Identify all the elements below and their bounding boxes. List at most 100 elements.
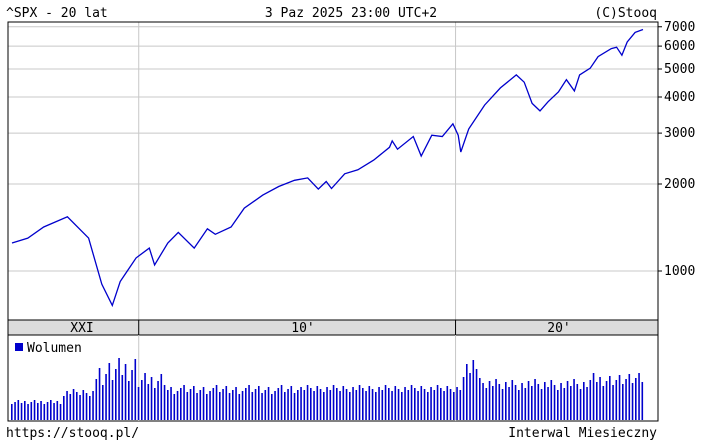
volume-bar xyxy=(482,383,484,420)
volume-bar xyxy=(20,403,23,420)
volume-bar xyxy=(14,402,16,420)
volume-bar xyxy=(576,384,579,420)
volume-bar xyxy=(193,386,195,420)
volume-bar xyxy=(128,381,130,420)
volume-bar xyxy=(605,381,608,420)
chart-title: ^SPX - 20 lat xyxy=(6,6,108,21)
price-tick-label: 3000 xyxy=(664,126,695,141)
volume-bar xyxy=(241,391,244,420)
volume-bar xyxy=(397,389,400,420)
volume-bar xyxy=(433,390,436,420)
volume-bar xyxy=(89,396,91,420)
volume-bar xyxy=(85,393,88,420)
volume-bar xyxy=(492,386,494,420)
price-tick-label: 5000 xyxy=(664,62,695,77)
volume-bar xyxy=(544,382,546,420)
volume-bar xyxy=(381,390,384,420)
volume-bar xyxy=(290,386,293,420)
volume-bar xyxy=(462,377,465,420)
volume-bar xyxy=(189,389,192,420)
volume-bar xyxy=(280,385,283,420)
decade-band-label: 20' xyxy=(547,321,570,336)
volume-bar xyxy=(228,393,231,420)
volume-bar xyxy=(563,388,566,420)
volume-bar xyxy=(622,384,624,420)
volume-bar xyxy=(540,389,543,420)
volume-bar xyxy=(180,388,182,420)
volume-bar xyxy=(609,376,611,420)
volume-bar xyxy=(518,390,520,420)
volume-bar xyxy=(144,373,146,420)
volume-bar xyxy=(30,402,33,420)
volume-bar xyxy=(384,385,387,420)
volume-bar xyxy=(475,369,478,420)
volume-bar xyxy=(306,385,309,420)
volume-bar xyxy=(625,379,627,420)
volume-bar xyxy=(131,370,133,420)
volume-bar xyxy=(573,379,575,420)
decade-band-label: XXI xyxy=(70,321,93,336)
volume-bar xyxy=(466,364,468,420)
volume-bar xyxy=(232,390,234,420)
volume-bar xyxy=(141,380,143,420)
volume-bar xyxy=(79,395,81,420)
volume-bar xyxy=(329,390,332,420)
volume-bar xyxy=(154,388,156,420)
volume-bar xyxy=(472,360,475,420)
volume-bar xyxy=(508,387,510,420)
volume-bar xyxy=(212,388,215,420)
volume-bar xyxy=(495,379,497,420)
chart-timestamp: 3 Paz 2025 23:00 UTC+2 xyxy=(265,6,437,21)
volume-bar xyxy=(394,386,397,420)
volume-bar xyxy=(375,392,377,420)
volume-bar xyxy=(501,389,504,420)
volume-bar xyxy=(206,394,208,420)
volume-bar xyxy=(160,374,163,420)
volume-bar xyxy=(245,388,247,420)
volume-bar xyxy=(469,373,471,420)
footer-interval: Interwal Miesieczny xyxy=(508,426,657,441)
volume-bar xyxy=(479,378,481,420)
volume-bar xyxy=(427,392,429,420)
volume-bar xyxy=(534,379,536,420)
volume-bar xyxy=(56,401,59,420)
volume-bar xyxy=(72,389,75,420)
volume-bar xyxy=(261,393,263,420)
volume-bar xyxy=(514,385,517,420)
volume-bar xyxy=(17,400,20,420)
volume-bar xyxy=(102,385,104,420)
volume-bar xyxy=(436,385,439,420)
volume-bar xyxy=(371,389,374,420)
volume-bar xyxy=(303,390,306,420)
volume-legend-label: Wolumen xyxy=(27,341,82,356)
volume-bar xyxy=(566,381,569,420)
volume-bar xyxy=(332,385,335,420)
volume-bar xyxy=(553,385,556,420)
volume-bar xyxy=(417,391,419,420)
volume-bar xyxy=(202,387,205,420)
volume-bar xyxy=(443,391,445,420)
volume-bar xyxy=(362,388,364,420)
volume-bar xyxy=(550,380,553,420)
volume-bar xyxy=(264,390,267,420)
volume-bar xyxy=(118,358,120,420)
volume-bar xyxy=(456,387,458,420)
volume-bar xyxy=(488,381,491,420)
volume-bar xyxy=(163,385,166,420)
volume-bar xyxy=(50,400,52,420)
volume-bar xyxy=(215,385,218,420)
volume-bar xyxy=(76,392,78,420)
volume-bar xyxy=(53,403,55,420)
volume-bar xyxy=(267,387,270,420)
volume-bar xyxy=(46,402,49,420)
volume-bar xyxy=(537,384,540,420)
volume-bar xyxy=(498,384,501,420)
volume-bar xyxy=(407,390,410,420)
volume-bar xyxy=(524,388,527,420)
footer-url[interactable]: https://stooq.pl/ xyxy=(6,426,139,441)
volume-bar xyxy=(277,388,280,420)
volume-bar xyxy=(248,385,250,420)
volume-bar xyxy=(271,394,273,420)
volume-bar xyxy=(355,390,358,420)
